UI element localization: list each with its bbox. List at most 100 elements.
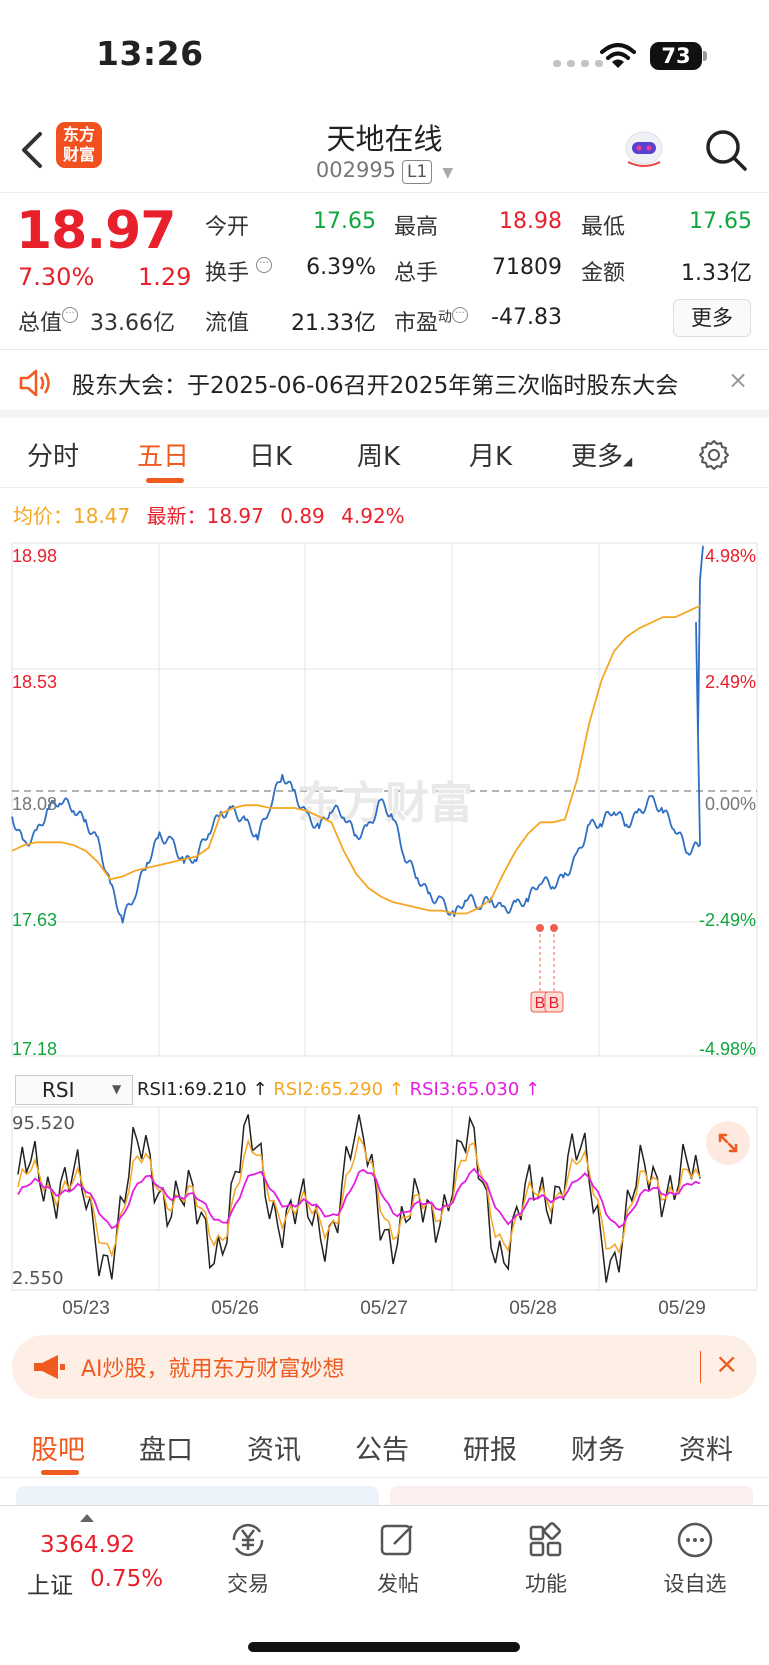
back-arrow-icon[interactable] — [18, 130, 48, 170]
price-panel-border — [11, 542, 758, 1057]
bottom-bar: 3364.92 上证 0.75% 交易 发帖 功能 设自选 — [0, 1505, 769, 1665]
date-label: 05/29 — [658, 1298, 706, 1319]
tab-profile[interactable]: 资料 — [679, 1435, 733, 1466]
grid-icon — [529, 1522, 562, 1557]
close-icon[interactable]: × — [715, 1347, 739, 1380]
rsi-values: RSI1:69.210 ↑ RSI2:65.290 ↑ RSI3:65.030 … — [137, 1079, 541, 1100]
tab-pankou[interactable]: 盘口 — [139, 1435, 193, 1466]
rsi1-line — [17, 1114, 701, 1283]
avg-price-row: 均价：18.47 最新：18.97 0.89 4.92% — [13, 500, 405, 529]
turnover-label[interactable]: 换手 ··· — [205, 255, 273, 287]
rsi-ymax: 95.520 — [12, 1113, 75, 1134]
indicator-select[interactable]: RSI ▼ — [15, 1075, 133, 1105]
notice-bar[interactable]: 股东大会：于2025-06-06召开2025年第三次临时股东大会 × — [0, 352, 769, 418]
chevron-down-icon: ▼ — [112, 1082, 122, 1096]
avg-value: 18.47 — [73, 504, 131, 528]
last-value: 18.97 — [206, 504, 264, 528]
price-tick-left: 18.53 — [12, 672, 57, 692]
expand-icon — [718, 1133, 738, 1153]
battery-tip — [703, 51, 707, 61]
stock-code: 002995 — [315, 158, 397, 182]
amount-label: 金额 — [581, 261, 626, 286]
content-card[interactable] — [390, 1486, 753, 1506]
caret-up-icon — [80, 1514, 94, 1522]
price-line — [11, 545, 704, 924]
pe-value: -47.83 — [491, 305, 562, 330]
high-value: 18.98 — [499, 209, 562, 234]
trade-button[interactable]: 交易 — [203, 1518, 293, 1598]
search-icon[interactable] — [704, 128, 748, 172]
avg-label: 均价： — [13, 504, 73, 528]
tab-news[interactable]: 资讯 — [247, 1435, 301, 1466]
trade-mark-label: B — [549, 995, 560, 1012]
post-button[interactable]: 发帖 — [353, 1518, 443, 1598]
pct-tick-right: 4.98% — [705, 546, 756, 566]
nav-bar: 东方 财富 天地在线 002995 L1 ▼ — [0, 110, 769, 192]
date-label: 05/26 — [211, 1298, 259, 1319]
ai-banner[interactable]: AI炒股，就用东方财富妙想 × — [12, 1335, 757, 1399]
date-label: 05/28 — [509, 1298, 557, 1319]
chart-watermark: 东方财富 — [297, 779, 473, 828]
low-label: 最低 — [581, 215, 626, 240]
tab-five-day[interactable]: 五日 — [137, 442, 190, 472]
more-circle-icon — [677, 1522, 713, 1558]
index-name: 上证 — [27, 1573, 73, 1599]
trade-mark-dot — [550, 924, 558, 932]
tab-announcements[interactable]: 公告 — [355, 1435, 409, 1466]
expand-button[interactable] — [706, 1121, 750, 1165]
active-tab-indicator — [146, 478, 184, 483]
stock-name: 天地在线 — [326, 122, 443, 156]
change-amount: 1.29 — [138, 263, 192, 291]
price-tick-left: 17.63 — [12, 910, 57, 930]
trade-mark-label: B — [535, 995, 546, 1012]
home-indicator — [248, 1642, 520, 1652]
wifi-icon — [600, 43, 636, 68]
rsi2-line — [17, 1134, 701, 1258]
pe-label[interactable]: 市盈动 ··· — [394, 305, 469, 337]
edit-icon — [380, 1524, 413, 1556]
add-watchlist-button[interactable]: 设自选 — [650, 1518, 740, 1598]
change-percent: 7.30% — [18, 263, 95, 291]
volume-label: 总手 — [394, 261, 439, 286]
rsi-panel-border — [11, 1106, 758, 1291]
chevron-down-icon: ▼ — [442, 165, 454, 181]
more-button[interactable]: 更多 — [673, 299, 751, 337]
price-tick-left: 18.08 — [12, 794, 57, 814]
yen-exchange-icon — [232, 1523, 264, 1557]
index-pct: 0.75% — [90, 1566, 164, 1592]
date-label: 05/27 — [360, 1298, 408, 1319]
open-value: 17.65 — [313, 209, 376, 234]
gear-icon[interactable] — [697, 438, 731, 472]
float-label: 流值 — [205, 311, 250, 336]
speaker-icon — [19, 369, 50, 397]
mktcap-label[interactable]: 总值 ··· — [18, 305, 79, 337]
info-icon: ··· — [62, 307, 79, 323]
rsi-ymin: 2.550 — [12, 1268, 64, 1289]
battery-icon: 73 — [650, 42, 702, 70]
tab-financials[interactable]: 财务 — [571, 1435, 625, 1466]
index-value: 3364.92 — [40, 1532, 136, 1558]
tab-intraday[interactable]: 分时 — [27, 442, 80, 472]
quote-panel: 18.97 7.30% 1.29 今开 17.65 最高 18.98 最低 17… — [0, 192, 769, 350]
level-badge: L1 — [402, 160, 433, 184]
trade-mark-dot — [536, 924, 544, 932]
five-day-chart[interactable]: 东方财富 18.98 18.53 18.08 17.63 17.18 4.98% 2.49%… — [0, 536, 769, 1326]
ai-robot-icon[interactable] — [620, 124, 668, 172]
tab-guba[interactable]: 股吧 — [31, 1435, 85, 1466]
tab-research[interactable]: 研报 — [463, 1435, 517, 1466]
content-card[interactable] — [16, 1486, 379, 1506]
stock-code-row[interactable]: 002995 L1 ▼ — [0, 158, 769, 184]
last-pct: 4.92% — [341, 504, 405, 528]
functions-button[interactable]: 功能 — [501, 1518, 591, 1598]
banner-divider — [700, 1351, 701, 1383]
last-label: 最新： — [146, 504, 207, 528]
tab-monthly-k[interactable]: 月K — [469, 442, 513, 472]
tab-weekly-k[interactable]: 周K — [357, 442, 401, 472]
last-price: 18.97 — [16, 201, 176, 261]
tab-daily-k[interactable]: 日K — [249, 442, 293, 472]
tab-more[interactable]: 更多◢ — [571, 442, 633, 472]
close-icon[interactable]: × — [728, 366, 749, 394]
date-label: 05/23 — [62, 1298, 110, 1319]
app-logo[interactable]: 东方 财富 — [56, 122, 102, 168]
